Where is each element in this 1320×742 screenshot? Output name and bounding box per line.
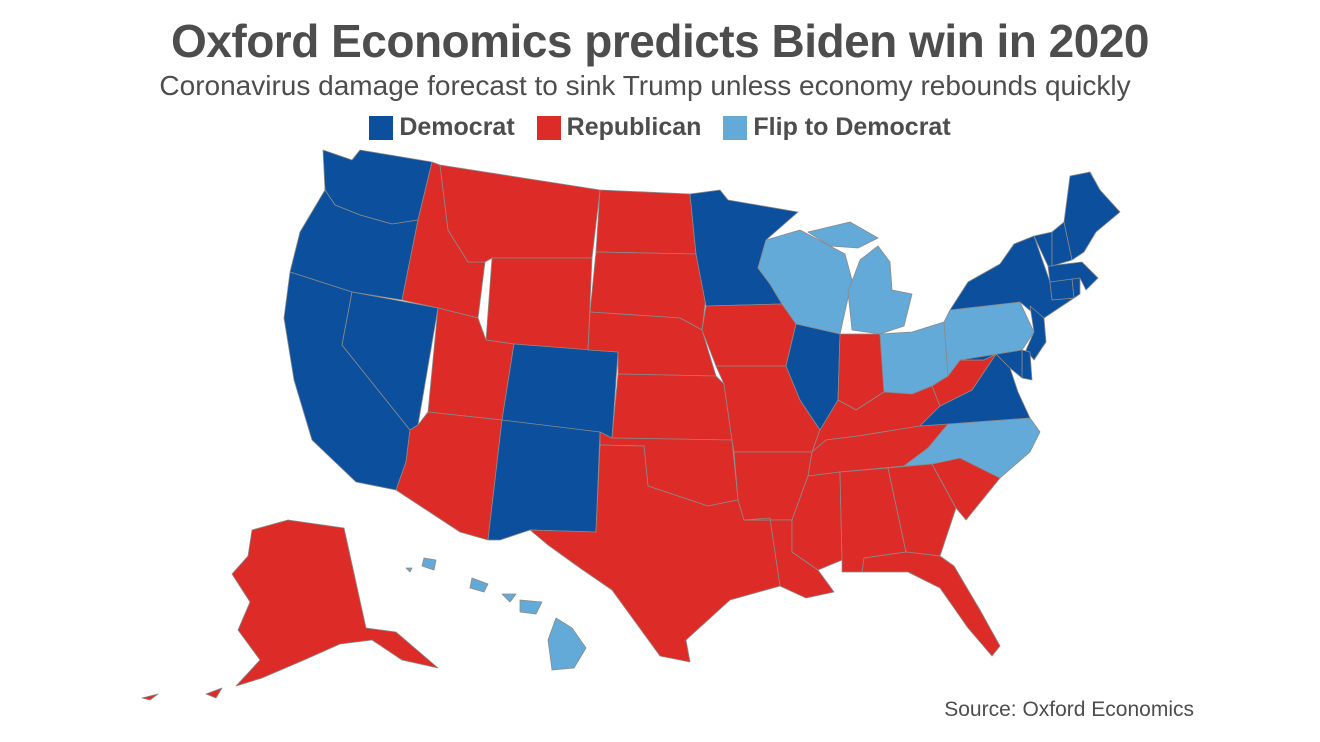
map-subtitle: Coronavirus damage forecast to sink Trum…	[159, 70, 1131, 101]
state-me	[1063, 171, 1121, 261]
state-wy	[485, 257, 593, 351]
state-mi	[807, 221, 913, 335]
legend-label-democrat: Democrat	[399, 113, 515, 141]
map-title: Oxford Economics predicts Biden win in 2…	[171, 15, 1149, 67]
legend: Democrat Republican Flip to Democrat	[0, 113, 1320, 142]
state-tx	[529, 444, 781, 663]
state-ma	[1047, 261, 1099, 291]
legend-swatch-democrat	[369, 115, 394, 140]
state-ks	[611, 373, 733, 441]
source-note: Source: Oxford Economics	[944, 698, 1194, 721]
legend-label-republican: Republican	[566, 113, 702, 141]
legend-item-republican: Republican	[536, 113, 702, 142]
state-nd	[595, 189, 697, 255]
state-nc	[903, 417, 1041, 479]
state-md	[959, 349, 1023, 379]
legend-swatch-flip	[723, 115, 748, 140]
legend-label-flip: Flip to Democrat	[753, 113, 951, 141]
state-hi	[405, 557, 587, 671]
state-mt	[439, 164, 601, 263]
state-az	[395, 411, 503, 541]
legend-item-flip: Flip to Democrat	[723, 113, 951, 142]
state-fl	[861, 551, 1001, 657]
state-de	[1021, 349, 1033, 381]
state-ia	[701, 303, 797, 367]
legend-swatch-republican	[536, 115, 561, 140]
state-nm	[487, 419, 601, 541]
state-ak	[141, 519, 439, 701]
state-nj	[1025, 305, 1047, 361]
legend-item-democrat: Democrat	[369, 113, 515, 142]
